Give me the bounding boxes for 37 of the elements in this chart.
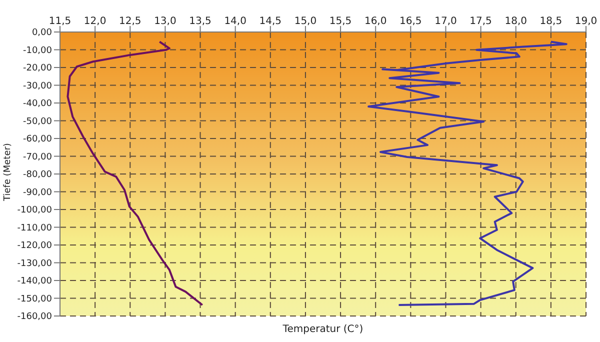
x-tick-label: 15,0: [294, 16, 317, 27]
y-tick-label: -120,00: [17, 241, 52, 252]
line-series: [66, 40, 204, 306]
x-tick-label: 18,0: [504, 16, 527, 27]
x-tick-label: 17,5: [470, 16, 492, 27]
x-tick-label: 13,0: [154, 16, 176, 27]
y-tick-label: -80,00: [22, 170, 52, 180]
x-tick-label: 19,0: [574, 16, 598, 27]
y-tick-label: -50,00: [22, 116, 52, 127]
y-axis-title: Tiefe (Meter): [3, 142, 13, 203]
y-tick-label: -110,00: [17, 223, 52, 234]
y-tick-label: -60,00: [22, 134, 52, 145]
y-tick-label: -160,00: [17, 312, 52, 322]
x-axis-title: Temperatur (C°): [282, 324, 364, 335]
y-tick-label: -130,00: [17, 258, 52, 269]
x-tick-label: 13,5: [189, 16, 212, 27]
line-series: [368, 40, 568, 306]
y-tick-label: -90,00: [22, 188, 52, 198]
x-tick-label: 14,5: [259, 16, 282, 27]
x-tick-label: 12,0: [84, 16, 106, 27]
x-tick-label: 17,0: [434, 16, 457, 27]
x-tick-label: 12,5: [119, 16, 142, 27]
y-tick-label: -100,00: [17, 206, 52, 216]
y-tick-label: -10,00: [22, 46, 52, 56]
y-tick-label: -30,00: [22, 81, 52, 92]
x-tick-label: 11,5: [48, 16, 72, 27]
x-tick-label: 16,0: [364, 16, 387, 27]
x-tick-label: 18,5: [540, 16, 562, 27]
y-tick-label: -140,00: [17, 276, 52, 287]
y-tick-label: -40,00: [22, 99, 52, 110]
y-tick-label: -70,00: [22, 152, 52, 162]
y-tick-label: 0,00: [32, 28, 52, 38]
x-tick-label: 15,5: [329, 16, 352, 27]
y-tick-label: -150,00: [17, 294, 52, 304]
y-tick-label: -20,00: [22, 64, 52, 74]
x-tick-label: 14,0: [224, 16, 246, 27]
x-tick-label: 16,5: [400, 16, 422, 27]
